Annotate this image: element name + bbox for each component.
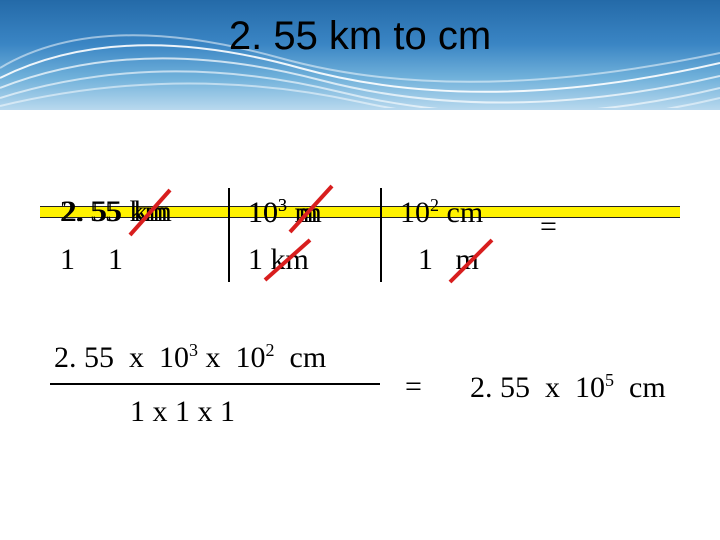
vline-2: [380, 188, 382, 282]
res-x: x: [545, 371, 560, 404]
unit-m-top: m: [295, 196, 318, 229]
lower-denominator: 1 x 1 x 1: [130, 395, 235, 429]
cell-10-3-m: 103 m: [248, 195, 318, 230]
equals-top: =: [540, 210, 557, 244]
ln-ce: 2: [266, 340, 275, 360]
v1b: 1: [248, 243, 263, 276]
cell-1-km: 1 km: [248, 243, 309, 277]
unit-m-bot: m: [456, 243, 479, 276]
ln-x1: x: [129, 341, 144, 374]
res-b: 10: [575, 371, 605, 404]
res-e: 5: [605, 370, 614, 390]
ln-c: 10: [236, 341, 266, 374]
cell-10-2-cm: 102 cm: [400, 195, 483, 230]
ln-b: 10: [159, 341, 189, 374]
fraction-line: [50, 383, 380, 385]
cell-r2c1: 1: [60, 243, 75, 277]
equals-bottom: =: [405, 370, 422, 404]
unit-km-top: km: [130, 195, 168, 228]
ln-a: 2. 55: [54, 341, 114, 374]
slide-title: 2. 55 km to cm: [0, 14, 720, 59]
cell-1-a: 1: [108, 243, 123, 277]
cell-2-55-km: 2. 55 km: [62, 195, 168, 229]
b10a: 10: [248, 196, 278, 229]
ln-x2: x: [206, 341, 221, 374]
v1c: 1: [418, 243, 433, 276]
b10b: 10: [400, 196, 430, 229]
unit-cm-top: cm: [447, 196, 484, 229]
e3: 3: [278, 195, 287, 215]
ln-be: 3: [189, 340, 198, 360]
cell-1-m: 1 m: [418, 243, 479, 277]
res-a: 2. 55: [470, 371, 530, 404]
res-unit: cm: [629, 371, 666, 404]
ln-unit: cm: [290, 341, 327, 374]
val-255: 2. 55: [62, 195, 122, 228]
vline-1: [228, 188, 230, 282]
result: 2. 55 x 105 cm: [470, 370, 666, 405]
unit-km-bot: km: [271, 243, 309, 276]
e2: 2: [430, 195, 439, 215]
lower-numerator: 2. 55 x 103 x 102 cm: [54, 340, 326, 375]
value-1a: 1: [60, 243, 75, 276]
